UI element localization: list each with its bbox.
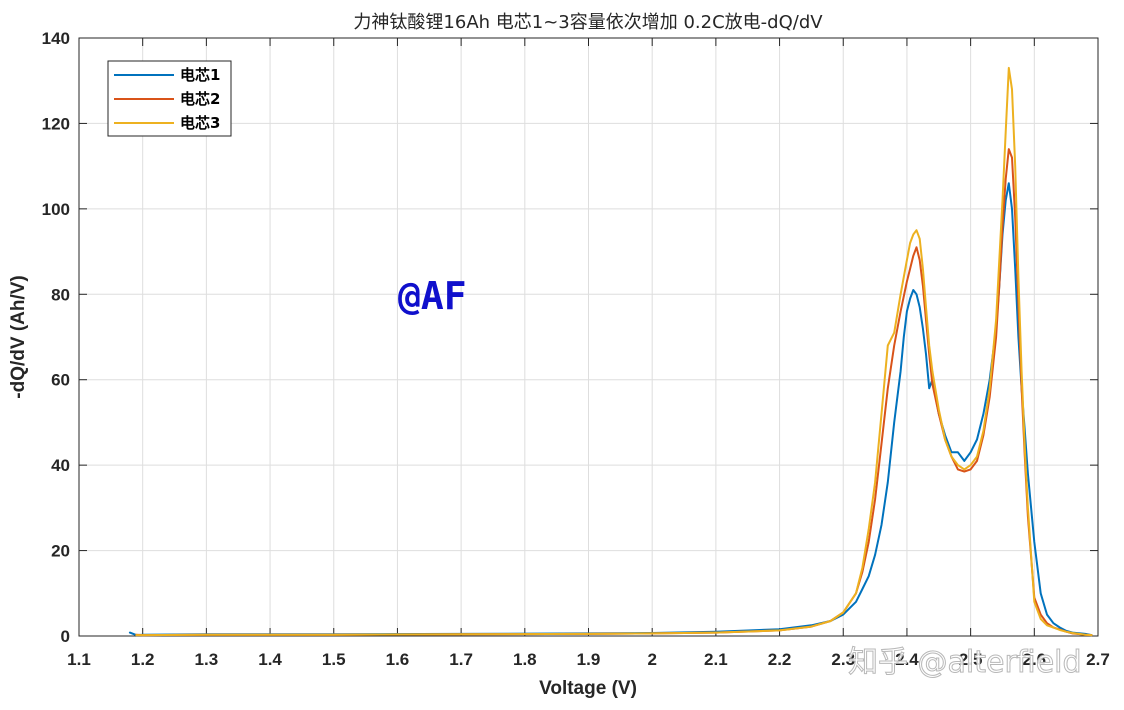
y-tick-label: 60 (51, 371, 70, 390)
y-tick-label: 0 (61, 627, 70, 646)
x-axis-label: Voltage (V) (539, 678, 637, 699)
legend-label-3: 电芯3 (180, 114, 220, 132)
y-tick-label: 120 (42, 114, 70, 133)
x-tick-label: 2.3 (831, 650, 855, 669)
y-tick-label: 20 (51, 542, 70, 561)
x-tick-label: 1.2 (131, 650, 155, 669)
legend-label-1: 电芯1 (180, 66, 220, 84)
overlay-annotation: @AF (398, 274, 467, 318)
y-axis-label: -dQ/dV (Ah/V) (8, 275, 29, 398)
x-tick-labels: 1.1 1.2 1.3 1.4 1.5 1.6 1.7 1.8 1.9 2 2.1 2.2 2.3 2.4… (67, 650, 1110, 669)
x-tick-label: 1.4 (258, 650, 282, 669)
y-tick-labels: 0 20 40 60 80 100 120 140 (42, 29, 70, 646)
x-tick-label: 1.3 (195, 650, 219, 669)
x-tick-label: 1.7 (449, 650, 473, 669)
grid-lines (78, 37, 1099, 637)
legend-label-2: 电芯2 (180, 90, 220, 108)
x-tick-label: 1.8 (513, 650, 537, 669)
legend: 电芯1 电芯2 电芯3 (107, 60, 232, 137)
x-tick-label: 1.6 (386, 650, 410, 669)
x-tick-label: 1.9 (577, 650, 601, 669)
axis-ticks (78, 37, 1099, 637)
x-tick-label: 2.5 (959, 650, 983, 669)
x-tick-label: 2 (647, 650, 656, 669)
x-tick-label: 2.7 (1086, 650, 1110, 669)
y-tick-label: 100 (42, 200, 70, 219)
x-tick-label: 2.4 (895, 650, 919, 669)
series-line-3 (135, 66, 1093, 637)
x-tick-label: 1.5 (322, 650, 346, 669)
x-tick-label: 2.1 (704, 650, 728, 669)
y-tick-label: 140 (42, 29, 70, 48)
y-tick-label: 40 (51, 456, 70, 475)
x-tick-label: 1.1 (67, 650, 91, 669)
legend-items: 电芯1 电芯2 电芯3 (114, 66, 220, 132)
watermark: 知乎 @alterfield (848, 645, 1082, 680)
x-tick-label: 2.2 (768, 650, 792, 669)
x-tick-label: 2.6 (1022, 650, 1046, 669)
chart-title: 力神钛酸锂16Ah 电芯1~3容量依次增加 0.2C放电-dQ/dV (353, 12, 823, 33)
data-series (128, 66, 1093, 637)
y-tick-label: 80 (51, 285, 70, 304)
